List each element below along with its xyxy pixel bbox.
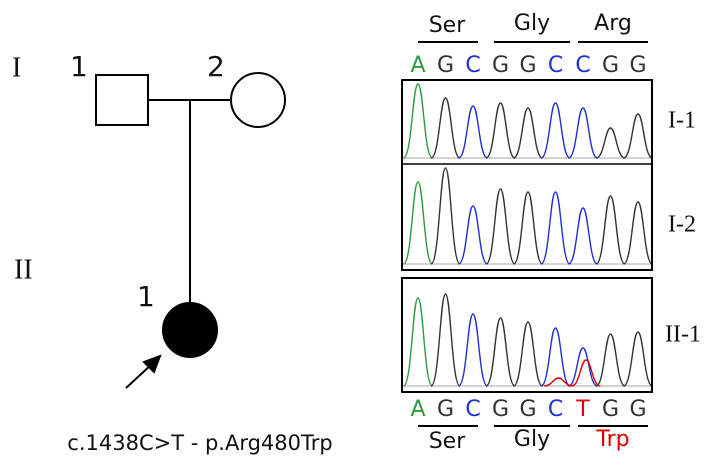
trace-peak bbox=[569, 208, 598, 264]
affected-female bbox=[163, 303, 217, 357]
base: C bbox=[465, 397, 480, 422]
male-symbol bbox=[96, 75, 148, 125]
generation-label: II bbox=[14, 254, 33, 285]
base: G bbox=[629, 397, 646, 422]
proband-arrow bbox=[126, 364, 152, 388]
base: T bbox=[575, 397, 590, 422]
trace-peak bbox=[596, 196, 625, 264]
base: C bbox=[548, 53, 563, 78]
pedigree bbox=[96, 73, 285, 388]
codon: Arg bbox=[594, 11, 632, 36]
trace-peak bbox=[541, 192, 570, 264]
trace-peak bbox=[459, 206, 488, 264]
trace-peak bbox=[486, 189, 515, 264]
trace-peak bbox=[431, 294, 460, 386]
member-label: 1 bbox=[137, 280, 155, 313]
codon: Gly bbox=[514, 11, 550, 36]
member-label: 2 bbox=[207, 50, 225, 83]
codon: Ser bbox=[429, 429, 467, 454]
base: A bbox=[410, 53, 425, 78]
trace-peak bbox=[404, 84, 433, 158]
trace-peak bbox=[404, 182, 433, 264]
trace-peak bbox=[514, 322, 543, 386]
trace-peak bbox=[431, 168, 460, 264]
trace-peak bbox=[486, 318, 515, 386]
codon-lines bbox=[418, 42, 648, 426]
sample-label: I-1 bbox=[668, 108, 696, 134]
base: G bbox=[602, 53, 619, 78]
member-label: 1 bbox=[70, 50, 88, 83]
trace-peak bbox=[459, 314, 488, 386]
generation-label: I bbox=[12, 52, 21, 83]
trace-peak bbox=[459, 106, 488, 158]
trace-peak bbox=[569, 108, 598, 158]
figure: I 1 2 II 1 c.1438C>T - p.Arg480Trp Ser G… bbox=[0, 0, 719, 458]
variant-label: c.1438C>T - p.Arg480Trp bbox=[67, 431, 332, 455]
base: G bbox=[629, 53, 646, 78]
trace-peak bbox=[404, 298, 433, 386]
codon: Trp bbox=[595, 427, 629, 452]
base: G bbox=[437, 397, 454, 422]
base: G bbox=[492, 53, 509, 78]
base: G bbox=[492, 397, 509, 422]
trace-peak bbox=[624, 202, 653, 264]
base: C bbox=[465, 53, 480, 78]
trace-peak bbox=[596, 128, 625, 158]
trace-peak bbox=[514, 192, 543, 264]
codon: Gly bbox=[514, 427, 550, 452]
trace-peak bbox=[431, 98, 460, 158]
trace-peak bbox=[541, 328, 570, 386]
trace-peak bbox=[514, 108, 543, 158]
traces bbox=[403, 84, 652, 386]
trace-peak bbox=[569, 348, 598, 386]
trace-peak bbox=[541, 103, 570, 158]
base: G bbox=[602, 397, 619, 422]
trace-peak bbox=[624, 114, 653, 158]
base: G bbox=[519, 53, 536, 78]
trace-peak bbox=[544, 378, 573, 386]
trace-peak bbox=[624, 332, 653, 386]
sample-label: II-1 bbox=[665, 322, 701, 348]
base: G bbox=[437, 53, 454, 78]
base: A bbox=[410, 397, 425, 422]
base: C bbox=[575, 53, 590, 78]
sample-label: I-2 bbox=[668, 212, 696, 238]
female-symbol bbox=[231, 73, 285, 127]
codon: Ser bbox=[429, 13, 467, 38]
trace-peak bbox=[486, 103, 515, 158]
base: C bbox=[548, 397, 563, 422]
base: G bbox=[519, 397, 536, 422]
trace-peak bbox=[596, 334, 625, 386]
